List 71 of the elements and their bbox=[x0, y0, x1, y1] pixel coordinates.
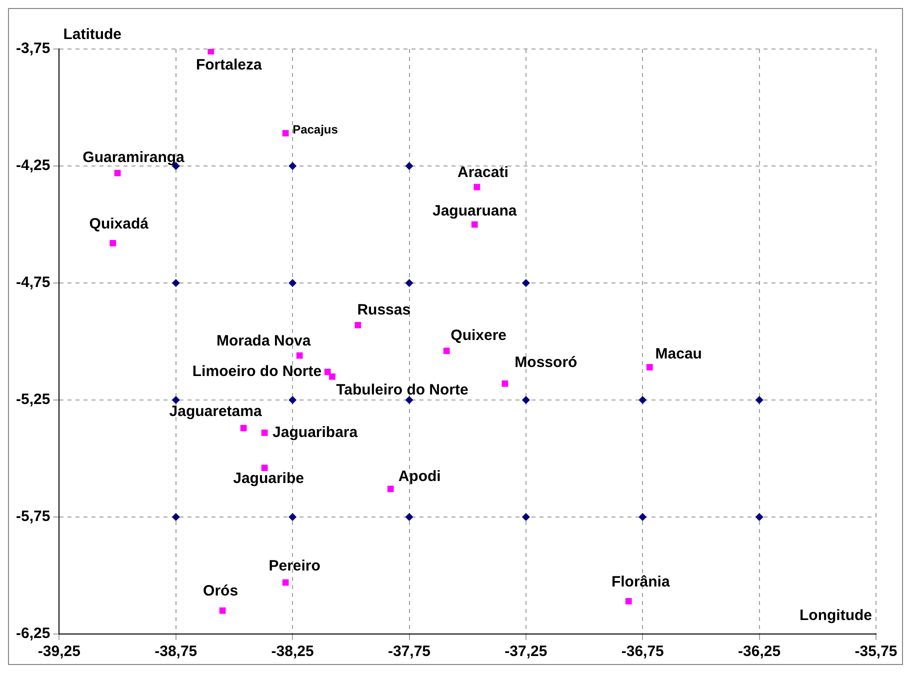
x-tick-label: -37,75 bbox=[388, 643, 431, 660]
series-label: Jaguaretama bbox=[169, 403, 262, 420]
series-label: Jaguaribe bbox=[233, 470, 304, 487]
point bbox=[240, 424, 247, 432]
y-tick-label: -5,25 bbox=[16, 391, 50, 408]
y-tick-label: -4,25 bbox=[16, 157, 50, 174]
series-label: Orós bbox=[203, 582, 238, 600]
point bbox=[474, 184, 480, 190]
x-axis-title: Longitude bbox=[800, 607, 872, 624]
x-tick-label: -36,75 bbox=[621, 643, 664, 660]
point bbox=[288, 396, 297, 404]
series-label: Pacajus bbox=[292, 122, 338, 137]
y-axis-title: Latitude bbox=[63, 26, 122, 44]
point bbox=[261, 430, 268, 436]
point bbox=[208, 49, 214, 55]
point bbox=[261, 464, 268, 472]
point bbox=[288, 513, 297, 521]
point bbox=[405, 396, 414, 404]
x-tick-label: -36,25 bbox=[738, 643, 781, 660]
point bbox=[522, 513, 530, 521]
series-label: Morada Nova bbox=[216, 332, 312, 350]
point bbox=[443, 348, 450, 354]
point bbox=[354, 322, 362, 328]
point bbox=[172, 279, 180, 287]
series-label: Quixadá bbox=[89, 215, 150, 232]
point bbox=[219, 607, 226, 614]
point bbox=[172, 396, 180, 404]
series-label: Tabuleiro do Norte bbox=[336, 382, 468, 399]
point bbox=[755, 513, 764, 521]
series-label: Florânia bbox=[611, 573, 670, 590]
series-label: Jaguaribara bbox=[272, 424, 358, 441]
point bbox=[522, 279, 530, 287]
series-label: Macau bbox=[655, 345, 702, 362]
x-tick-label: -38,75 bbox=[154, 643, 198, 660]
point bbox=[471, 221, 478, 228]
x-tick-label: -38,25 bbox=[271, 643, 314, 660]
y-tick-label: -6,25 bbox=[16, 625, 50, 642]
point bbox=[282, 130, 289, 136]
series-label: Pereiro bbox=[268, 558, 320, 575]
x-tick-label: -35,75 bbox=[854, 643, 898, 660]
series-label: Apodi bbox=[398, 468, 441, 486]
point bbox=[755, 396, 764, 404]
y-tick-label: -4,75 bbox=[16, 274, 50, 292]
series-label: Mossoró bbox=[514, 354, 578, 371]
point bbox=[405, 513, 414, 521]
series-label: Guaramiranga bbox=[82, 149, 186, 166]
point bbox=[646, 364, 653, 370]
y-tick-label: -5,75 bbox=[16, 508, 50, 526]
series-label: Aracati bbox=[458, 164, 508, 182]
point bbox=[387, 486, 394, 492]
point bbox=[522, 396, 530, 404]
point bbox=[502, 380, 508, 387]
x-tick-label: -39,25 bbox=[38, 643, 80, 660]
series-label: Quixere bbox=[450, 327, 507, 344]
point bbox=[405, 162, 414, 170]
point bbox=[329, 373, 336, 380]
point bbox=[110, 240, 116, 246]
series-label: Russas bbox=[357, 301, 411, 318]
y-tick-label: -3,75 bbox=[16, 40, 50, 58]
series-label: Fortaleza bbox=[196, 56, 262, 74]
series-label: Limoeiro do Norte bbox=[192, 363, 322, 380]
point bbox=[405, 279, 414, 287]
point bbox=[638, 513, 647, 521]
x-tick-label: -37,25 bbox=[504, 643, 548, 660]
point bbox=[625, 598, 632, 604]
point bbox=[172, 513, 180, 521]
point bbox=[288, 279, 297, 287]
point bbox=[638, 396, 647, 404]
series-label: Jaguaruana bbox=[432, 202, 518, 220]
point bbox=[288, 162, 297, 170]
point bbox=[324, 368, 331, 376]
